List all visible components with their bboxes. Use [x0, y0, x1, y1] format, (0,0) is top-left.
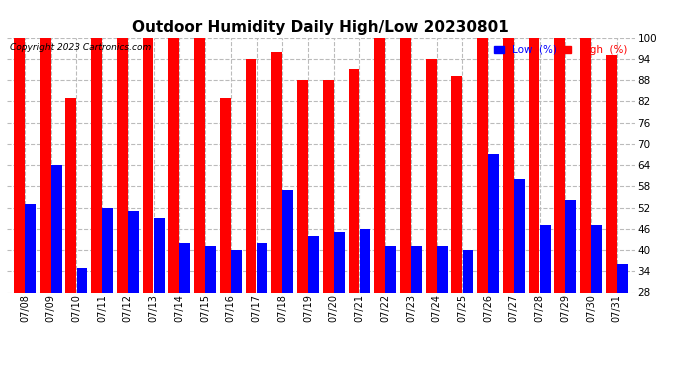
Bar — [565, 200, 576, 375]
Bar — [77, 268, 88, 375]
Bar — [40, 38, 50, 375]
Bar — [348, 69, 359, 375]
Bar — [220, 98, 230, 375]
Bar — [143, 38, 153, 375]
Bar — [257, 243, 268, 375]
Bar — [540, 225, 551, 375]
Bar — [451, 76, 462, 375]
Bar — [503, 38, 514, 375]
Bar — [297, 80, 308, 375]
Text: Copyright 2023 Cartronics.com: Copyright 2023 Cartronics.com — [10, 43, 151, 52]
Bar — [426, 59, 437, 375]
Bar — [282, 190, 293, 375]
Bar — [529, 38, 540, 375]
Bar — [128, 211, 139, 375]
Bar — [334, 232, 344, 375]
Bar — [514, 179, 525, 375]
Bar — [580, 38, 591, 375]
Bar — [617, 264, 628, 375]
Bar — [323, 80, 333, 375]
Bar — [489, 154, 499, 375]
Bar — [591, 225, 602, 375]
Bar — [117, 38, 128, 375]
Bar — [66, 98, 77, 375]
Bar — [359, 229, 371, 375]
Bar — [271, 52, 282, 375]
Bar — [168, 38, 179, 375]
Bar — [411, 246, 422, 375]
Bar — [102, 207, 113, 375]
Bar — [400, 38, 411, 375]
Bar — [25, 204, 36, 375]
Bar — [51, 165, 61, 375]
Bar — [91, 38, 102, 375]
Bar — [437, 246, 448, 375]
Bar — [554, 38, 565, 375]
Bar — [231, 250, 241, 375]
Bar — [154, 218, 164, 375]
Bar — [14, 38, 25, 375]
Bar — [606, 55, 617, 375]
Bar — [205, 246, 216, 375]
Bar — [194, 38, 205, 375]
Bar — [308, 236, 319, 375]
Bar — [477, 38, 488, 375]
Bar — [385, 246, 396, 375]
Bar — [374, 38, 385, 375]
Bar — [462, 250, 473, 375]
Bar — [246, 59, 257, 375]
Title: Outdoor Humidity Daily High/Low 20230801: Outdoor Humidity Daily High/Low 20230801 — [132, 20, 509, 35]
Legend: Low  (%), High  (%): Low (%), High (%) — [491, 43, 629, 57]
Bar — [179, 243, 190, 375]
